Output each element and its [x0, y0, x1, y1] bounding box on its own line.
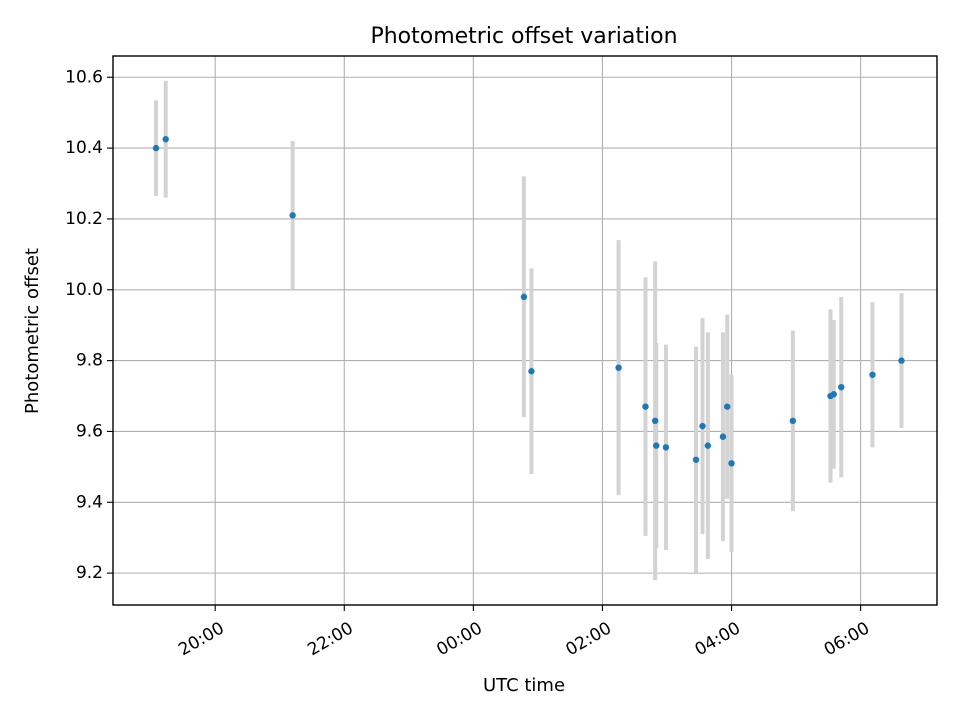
data-point: [642, 403, 649, 410]
y-tick-label: 9.6: [76, 421, 103, 441]
y-tick-label: 10.4: [65, 138, 103, 158]
x-axis-label: UTC time: [483, 675, 565, 696]
data-point: [651, 417, 659, 425]
y-tick-label: 9.2: [76, 563, 103, 583]
y-tick-label: 9.8: [76, 351, 103, 371]
data-point: [699, 422, 706, 430]
data-point: [653, 442, 660, 449]
data-point: [704, 442, 712, 449]
x-axis-ticks: 20:00 22:00 00:00 02:00 04:00 06:00: [175, 605, 873, 660]
x-tick-label: 04:00: [692, 618, 744, 660]
y-tick-label: 10.2: [65, 209, 103, 229]
data-point: [869, 371, 876, 378]
data-point: [520, 293, 528, 301]
data-point: [528, 368, 535, 375]
x-tick-label: 02:00: [563, 618, 615, 660]
data-point: [152, 144, 160, 152]
x-tick-label: 22:00: [304, 618, 356, 660]
data-points: [152, 136, 905, 467]
data-point: [719, 433, 727, 440]
data-point: [789, 417, 797, 425]
x-tick-label: 00:00: [433, 618, 485, 660]
error-bars: [154, 80, 904, 581]
data-point: [724, 403, 731, 410]
y-tick-label: 9.4: [76, 492, 103, 512]
data-point: [615, 364, 622, 371]
data-point: [692, 456, 700, 463]
grid: [113, 56, 937, 605]
plot-frame: [112, 55, 938, 606]
data-point: [662, 444, 670, 451]
y-tick-label: 10.6: [65, 67, 103, 87]
y-axis-ticks: 9.2 9.4 9.6 9.8 10.0 10.2 10.4 10.6: [65, 67, 113, 583]
x-tick-label: 20:00: [175, 618, 227, 660]
data-point: [830, 391, 837, 398]
chart-title: Photometric offset variation: [370, 24, 677, 49]
x-tick-label: 06:00: [821, 618, 873, 660]
data-point: [162, 136, 169, 143]
data-point: [289, 212, 296, 219]
data-point: [728, 460, 735, 467]
data-point: [838, 383, 845, 391]
y-tick-label: 10.0: [65, 280, 103, 300]
y-axis-label: Photometric offset: [22, 248, 43, 414]
data-point: [898, 357, 905, 364]
